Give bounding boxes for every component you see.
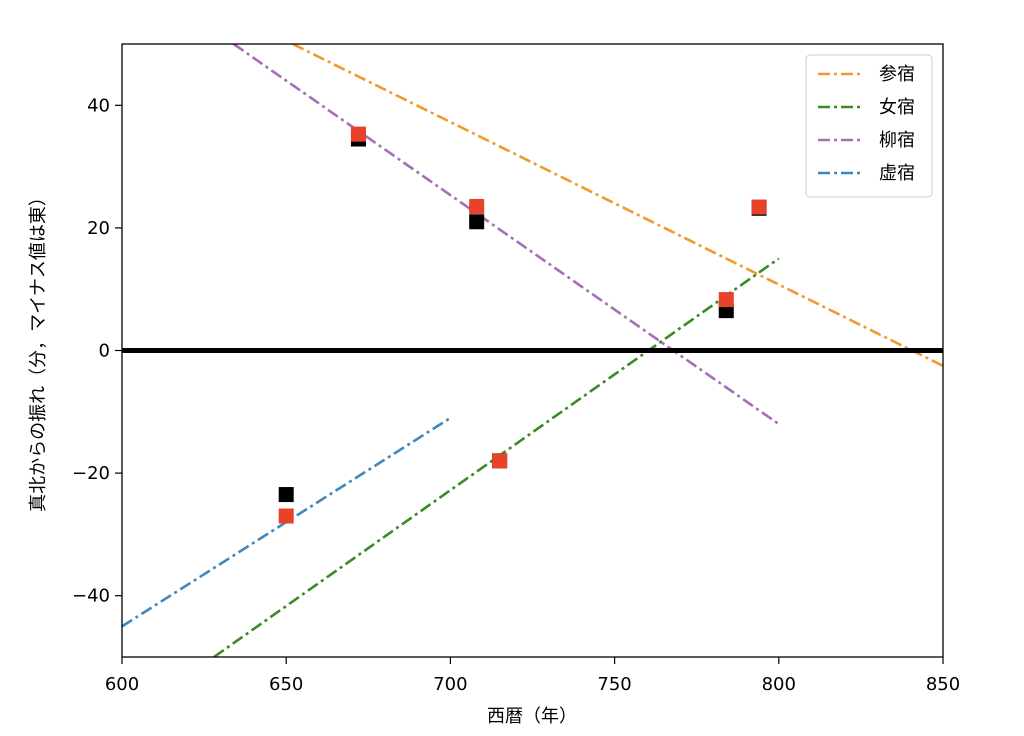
y-axis-ticks: −40 −20 0 20 40: [72, 95, 122, 607]
legend-box: [805, 54, 933, 198]
x-tick-label-2: 700: [433, 674, 467, 695]
data-point-1-1: [350, 126, 366, 142]
data-point-1-4: [718, 292, 734, 308]
y-tick-label-4: 40: [87, 95, 110, 116]
legend-label-1: 女宿: [879, 97, 915, 118]
y-tick-label-2: 0: [99, 341, 110, 362]
data-point-0-2: [469, 214, 485, 230]
series-line-0: [292, 44, 943, 367]
x-tick-label-4: 800: [762, 674, 796, 695]
x-axis-title: 西暦（年）: [487, 706, 577, 727]
data-point-1-5: [751, 199, 767, 215]
legend-label-0: 参宿: [879, 64, 915, 85]
x-tick-label-0: 600: [105, 674, 139, 695]
x-tick-label-3: 750: [597, 674, 631, 695]
y-tick-label-3: 20: [87, 218, 110, 239]
data-point-1-0: [278, 508, 294, 524]
y-tick-label-1: −20: [72, 463, 110, 484]
data-point-1-2: [469, 198, 485, 214]
y-axis-title: 真北からの振れ（分，マイナス値は東）: [28, 188, 49, 512]
legend-label-2: 柳宿: [879, 130, 915, 151]
legend-label-3: 虚宿: [879, 163, 915, 184]
x-axis-ticks: 600 650 700 750 800 850: [105, 657, 960, 695]
points-layer: [278, 126, 767, 524]
y-tick-label-0: −40: [72, 586, 110, 607]
data-point-0-0: [278, 487, 294, 503]
data-point-1-3: [492, 453, 508, 469]
series-line-2: [232, 44, 780, 426]
series-layer: [122, 44, 943, 657]
x-tick-label-1: 650: [269, 674, 303, 695]
x-tick-label-5: 850: [926, 674, 960, 695]
